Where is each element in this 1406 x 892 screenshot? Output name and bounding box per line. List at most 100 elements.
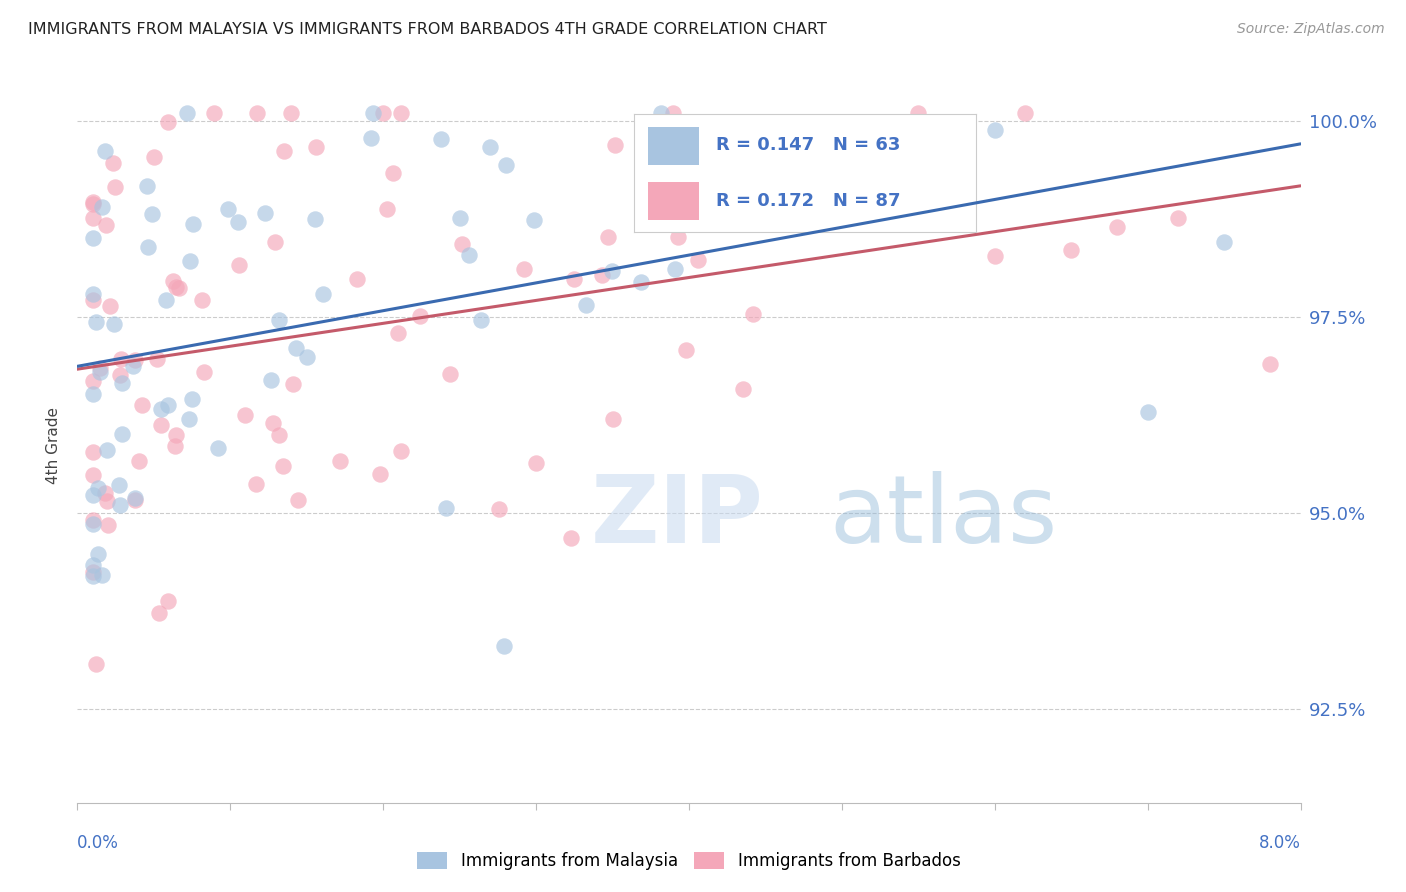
Point: [346, 272, 368, 286]
Point: [135, 178, 157, 193]
Point: [93, 144, 115, 158]
Point: [741, 307, 763, 321]
Point: [591, 268, 613, 282]
Point: [602, 411, 624, 425]
Point: [179, 253, 201, 268]
Point: [524, 456, 547, 470]
Point: [191, 293, 214, 308]
Point: [262, 417, 284, 431]
Point: [143, 150, 166, 164]
Point: [494, 640, 516, 654]
Point: [82, 568, 104, 582]
Point: [94, 486, 117, 500]
Point: [329, 454, 352, 468]
Point: [101, 156, 124, 170]
Point: [136, 240, 159, 254]
Point: [82, 293, 104, 308]
Point: [131, 398, 153, 412]
Point: [177, 412, 200, 426]
Point: [145, 351, 167, 366]
Point: [269, 312, 291, 326]
Point: [495, 158, 517, 172]
Point: [124, 492, 146, 507]
Point: [360, 131, 382, 145]
Point: [284, 341, 307, 355]
Point: [91, 200, 114, 214]
Point: [439, 367, 461, 381]
Point: [149, 417, 172, 432]
Point: [478, 140, 501, 154]
Point: [180, 392, 202, 406]
Point: [162, 274, 184, 288]
Point: [523, 213, 546, 227]
Point: [176, 105, 198, 120]
Point: [596, 230, 619, 244]
Point: [157, 399, 180, 413]
Point: [245, 477, 267, 491]
Point: [1107, 220, 1129, 235]
Point: [96, 442, 118, 457]
Point: [1014, 105, 1036, 120]
Point: [97, 518, 120, 533]
Point: [82, 374, 104, 388]
Point: [82, 558, 104, 572]
Point: [731, 382, 754, 396]
Point: [82, 517, 104, 532]
Point: [155, 293, 177, 308]
Point: [304, 212, 326, 227]
Point: [368, 467, 391, 481]
Point: [602, 263, 624, 277]
Point: [181, 217, 204, 231]
Point: [430, 132, 453, 146]
Point: [280, 105, 302, 120]
Point: [84, 315, 107, 329]
Point: [361, 105, 384, 120]
Point: [111, 426, 134, 441]
Point: [1167, 211, 1189, 226]
Point: [82, 444, 104, 458]
Point: [457, 248, 479, 262]
Point: [193, 365, 215, 379]
Point: [246, 105, 269, 120]
Point: [450, 237, 472, 252]
Point: [575, 298, 598, 312]
Point: [207, 441, 229, 455]
Point: [82, 286, 104, 301]
Point: [104, 179, 127, 194]
Text: ZIP: ZIP: [591, 471, 763, 564]
Point: [664, 262, 686, 277]
Point: [371, 105, 394, 120]
Point: [409, 310, 432, 324]
Point: [389, 105, 412, 120]
Point: [82, 513, 104, 527]
Point: [984, 123, 1007, 137]
Point: [82, 195, 104, 210]
Point: [89, 361, 111, 376]
Point: [228, 215, 250, 229]
Point: [488, 501, 510, 516]
Point: [87, 547, 110, 561]
Point: [254, 206, 277, 220]
Text: Source: ZipAtlas.com: Source: ZipAtlas.com: [1237, 22, 1385, 37]
Point: [1213, 235, 1236, 249]
Point: [675, 343, 697, 358]
Point: [295, 350, 318, 364]
Point: [661, 105, 683, 120]
Point: [148, 607, 170, 621]
Point: [108, 368, 131, 383]
Point: [907, 105, 929, 120]
Point: [1136, 404, 1159, 418]
Point: [603, 138, 626, 153]
Point: [260, 373, 283, 387]
Point: [470, 313, 492, 327]
Point: [381, 166, 404, 180]
Point: [668, 230, 690, 244]
Point: [90, 568, 112, 582]
Point: [157, 115, 180, 129]
Point: [141, 207, 163, 221]
Point: [389, 444, 412, 458]
Point: [281, 376, 304, 391]
Point: [165, 280, 187, 294]
Point: [263, 235, 285, 250]
Point: [86, 657, 108, 672]
